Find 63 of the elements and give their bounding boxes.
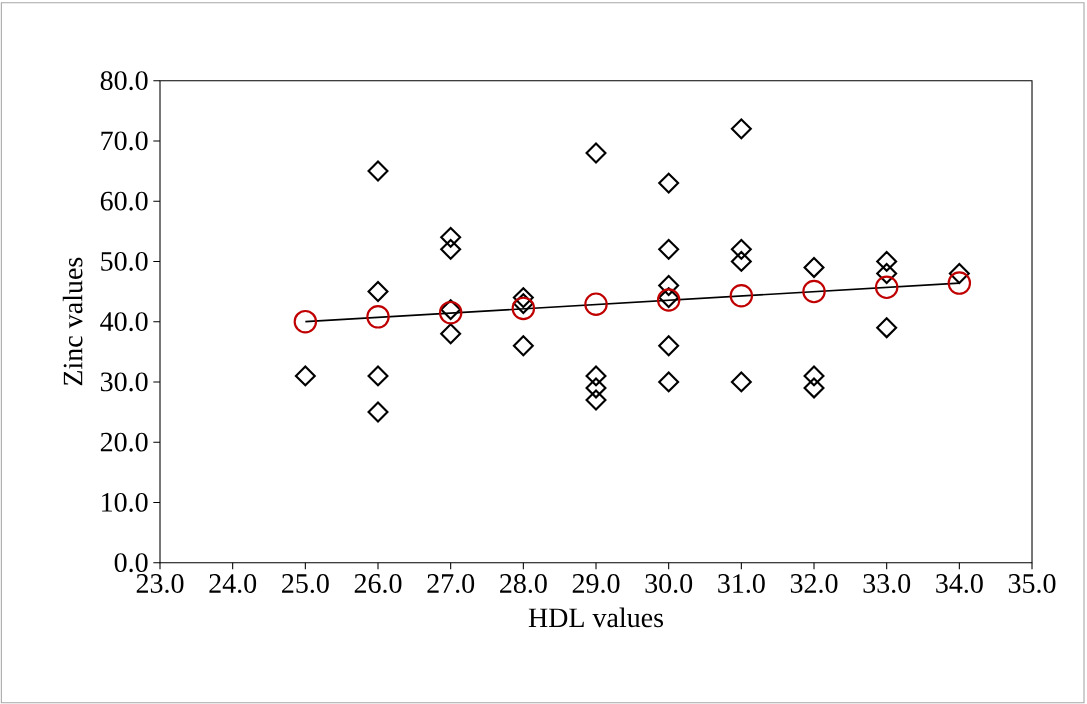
y-tick-label: 80.0 bbox=[100, 71, 148, 91]
point bbox=[658, 275, 680, 297]
x-tick-label: 27.0 bbox=[427, 574, 475, 594]
point bbox=[367, 281, 389, 303]
point bbox=[803, 377, 825, 399]
point bbox=[876, 250, 898, 272]
point bbox=[367, 160, 389, 182]
point bbox=[366, 305, 390, 329]
point bbox=[512, 287, 534, 309]
point bbox=[367, 365, 389, 387]
point bbox=[730, 118, 752, 140]
point bbox=[585, 377, 607, 399]
point bbox=[948, 262, 970, 284]
point bbox=[293, 309, 318, 334]
x-tick-label: 28.0 bbox=[500, 574, 547, 594]
point bbox=[729, 284, 754, 308]
x-tick-label: 24.0 bbox=[209, 574, 257, 594]
point bbox=[440, 323, 462, 345]
point bbox=[730, 238, 752, 260]
point bbox=[730, 250, 752, 272]
point bbox=[294, 365, 316, 387]
x-tick-label: 30.0 bbox=[645, 574, 693, 594]
y-tick-label: 10.0 bbox=[102, 492, 148, 512]
y-tick-label: 20.0 bbox=[100, 432, 148, 452]
point bbox=[876, 262, 898, 284]
point bbox=[658, 371, 680, 393]
x-tick-label: 23.0 bbox=[136, 574, 184, 594]
point bbox=[367, 401, 389, 423]
x-axis-title: HDL values bbox=[528, 607, 664, 628]
point bbox=[440, 226, 462, 248]
point bbox=[874, 275, 899, 300]
x-tick-label: 26.0 bbox=[354, 574, 402, 594]
y-tick-label: 70.0 bbox=[101, 131, 148, 151]
point bbox=[658, 238, 680, 260]
x-tick-label: 32.0 bbox=[790, 574, 838, 594]
point bbox=[658, 335, 680, 357]
point bbox=[876, 317, 898, 339]
x-tick-label: 29.0 bbox=[572, 574, 620, 594]
point bbox=[512, 335, 534, 357]
point bbox=[585, 389, 607, 411]
x-tick-label: 33.0 bbox=[863, 574, 911, 594]
y-axis-title: Zinc values bbox=[62, 257, 83, 386]
point bbox=[585, 142, 607, 164]
y-tick-label: 50.0 bbox=[101, 251, 148, 271]
x-tick-label: 35.0 bbox=[1008, 574, 1056, 594]
y-tick-label: 30.0 bbox=[100, 372, 148, 392]
point bbox=[658, 172, 680, 194]
point bbox=[512, 293, 534, 315]
point bbox=[802, 279, 826, 304]
x-tick-label: 31.0 bbox=[718, 574, 765, 594]
point bbox=[803, 256, 825, 278]
x-tick-label: 34.0 bbox=[936, 574, 983, 594]
y-tick-label: 60.0 bbox=[100, 191, 148, 211]
point bbox=[584, 292, 608, 316]
point bbox=[585, 365, 607, 387]
x-tick-label: 25.0 bbox=[282, 574, 329, 594]
point bbox=[511, 296, 536, 321]
y-tick-label: 0.0 bbox=[114, 553, 148, 573]
point bbox=[947, 271, 972, 295]
point bbox=[440, 238, 462, 260]
y-tick-label: 40.0 bbox=[100, 312, 148, 332]
point bbox=[730, 371, 752, 393]
point bbox=[803, 365, 825, 387]
